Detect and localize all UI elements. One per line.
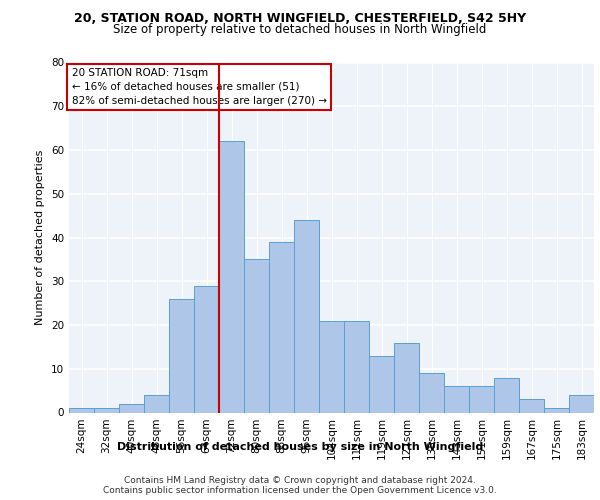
Bar [294, 220, 319, 412]
Text: Contains public sector information licensed under the Open Government Licence v3: Contains public sector information licen… [103, 486, 497, 495]
Bar [494, 378, 519, 412]
Bar [369, 356, 394, 412]
Bar [419, 373, 444, 412]
Text: Contains HM Land Registry data © Crown copyright and database right 2024.: Contains HM Land Registry data © Crown c… [124, 476, 476, 485]
Bar [169, 298, 194, 412]
Bar [194, 286, 219, 412]
Bar [319, 320, 344, 412]
Bar [69, 408, 94, 412]
Bar [144, 395, 169, 412]
Bar [469, 386, 494, 412]
Bar [269, 242, 294, 412]
Bar [219, 141, 244, 412]
Bar [544, 408, 569, 412]
Bar [394, 342, 419, 412]
Bar [244, 260, 269, 412]
Text: Size of property relative to detached houses in North Wingfield: Size of property relative to detached ho… [113, 22, 487, 36]
Y-axis label: Number of detached properties: Number of detached properties [35, 150, 46, 325]
Bar [94, 408, 119, 412]
Text: 20, STATION ROAD, NORTH WINGFIELD, CHESTERFIELD, S42 5HY: 20, STATION ROAD, NORTH WINGFIELD, CHEST… [74, 12, 526, 26]
Bar [119, 404, 144, 412]
Bar [444, 386, 469, 412]
Text: 20 STATION ROAD: 71sqm
← 16% of detached houses are smaller (51)
82% of semi-det: 20 STATION ROAD: 71sqm ← 16% of detached… [71, 68, 326, 106]
Bar [344, 320, 369, 412]
Bar [569, 395, 594, 412]
Bar [519, 400, 544, 412]
Text: Distribution of detached houses by size in North Wingfield: Distribution of detached houses by size … [117, 442, 483, 452]
